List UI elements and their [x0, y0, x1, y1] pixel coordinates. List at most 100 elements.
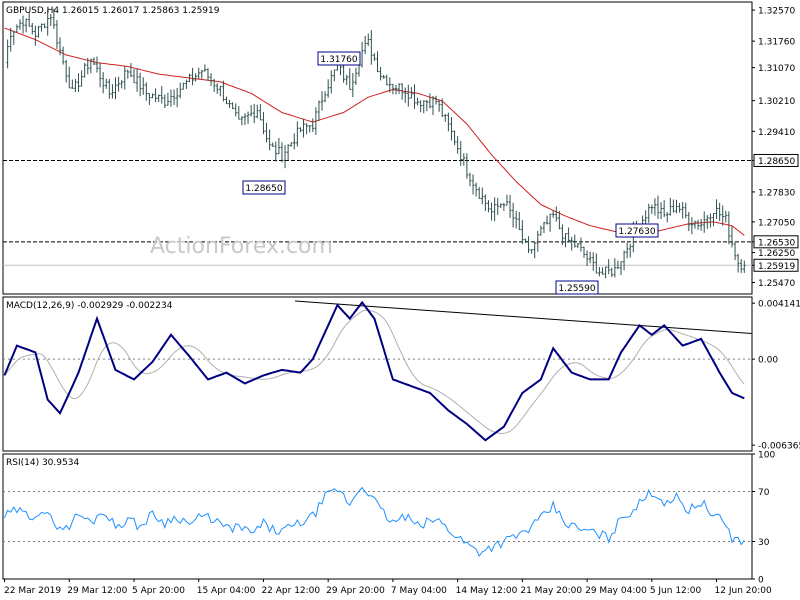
price-bar: [222, 80, 225, 102]
price-bar: [591, 252, 595, 271]
time-axis: 22 Mar 2019 29 Mar 12:00 5 Apr 20:00 15 Apr…: [4, 579, 772, 596]
price-bar: [403, 87, 407, 103]
svg-text:1.27050: 1.27050: [758, 218, 795, 228]
price-bar: [462, 153, 466, 166]
price-bar: [55, 19, 59, 49]
svg-text:5 Jun 12:00: 5 Jun 12:00: [650, 586, 702, 596]
price-bar: [437, 100, 441, 112]
price-bar: [656, 195, 660, 219]
time-axis-label: 5 Apr 20:00: [132, 579, 185, 596]
price-bar: [9, 27, 13, 52]
price-bar: [490, 202, 493, 221]
price-bar: [228, 99, 231, 108]
svg-text:1.31760: 1.31760: [758, 38, 795, 48]
svg-text:12 Jun 20:00: 12 Jun 20:00: [715, 586, 772, 596]
price-bar: [194, 73, 197, 82]
price-bar: [317, 100, 321, 121]
price-bar: [280, 142, 284, 163]
price-bar: [212, 78, 216, 92]
price-bar: [351, 73, 355, 98]
price-bar: [514, 210, 518, 229]
price-bar: [459, 140, 463, 166]
price-bar: [536, 230, 540, 252]
price-bar: [684, 202, 688, 219]
price-bar: [200, 69, 204, 79]
price-panel-title: GBPUSD,H4 1.26015 1.26017 1.25863 1.2591…: [6, 6, 220, 16]
svg-text:7 May 04:00: 7 May 04:00: [391, 586, 447, 596]
price-annotation-label: 1.27630: [618, 227, 655, 237]
price-bar: [296, 121, 299, 147]
time-axis-label: 14 May 12:00: [456, 579, 518, 596]
price-annotation: 1.27630: [615, 223, 659, 238]
price-bar: [721, 205, 725, 226]
time-axis-label: 12 Jun 20:00: [715, 579, 772, 596]
macd-axis-label: 0.004141: [752, 300, 800, 310]
price-bar: [123, 66, 127, 90]
price-bar: [662, 200, 666, 218]
price-bar: [394, 84, 398, 95]
price-bar: [527, 236, 530, 254]
price-bar: [95, 56, 99, 73]
rsi-axis: 100 70 30 0: [752, 451, 775, 586]
price-bar: [477, 186, 481, 200]
price-bar: [185, 79, 188, 89]
price-bar: [348, 68, 352, 90]
price-bar: [413, 84, 416, 109]
price-bar: [416, 97, 419, 106]
price-bar: [262, 111, 265, 135]
price-bar: [730, 226, 734, 248]
svg-text:1.27830: 1.27830: [758, 188, 795, 198]
price-bar: [450, 116, 453, 141]
price-bar: [622, 250, 626, 271]
svg-text:0: 0: [758, 576, 764, 586]
price-annotations: 1.31760 1.28650 1.27630 1.25590: [242, 51, 659, 295]
price-bars: [6, 8, 746, 279]
price-axis-label: 1.31070: [752, 64, 795, 74]
rsi-axis-label: 100: [752, 451, 775, 461]
price-bar: [517, 211, 521, 231]
price-bar: [524, 238, 527, 244]
price-bar: [197, 67, 201, 80]
price-bar: [151, 93, 154, 99]
macd-trendline: [294, 300, 753, 334]
price-annotation-label: 1.31760: [320, 55, 357, 65]
price-annotation: 1.31760: [317, 51, 361, 66]
rsi-line: [4, 486, 745, 557]
price-bar: [77, 73, 80, 92]
price-bar: [354, 67, 358, 85]
price-bar: [727, 211, 731, 245]
price-bar: [114, 77, 117, 100]
price-bar: [607, 259, 610, 275]
price-bar: [480, 187, 484, 205]
price-bar: [570, 236, 573, 251]
price-bar: [647, 203, 651, 223]
price-bar: [595, 253, 598, 274]
price-bar: [582, 246, 586, 258]
price-bar: [672, 199, 675, 213]
price-bar: [681, 201, 684, 219]
price-bar: [456, 136, 459, 154]
price-bar: [453, 130, 456, 146]
price-bar: [521, 220, 524, 245]
price-bar: [558, 210, 561, 230]
price-bar: [265, 122, 268, 143]
price-bar: [699, 218, 703, 231]
rsi-path: [4, 486, 745, 557]
price-bar: [385, 74, 389, 86]
price-axis-label: 1.29410: [752, 128, 795, 138]
rsi-axis-label: 0: [752, 576, 764, 586]
price-bar: [145, 82, 148, 101]
rsi-panel-frame: [2, 453, 753, 580]
price-bar: [545, 215, 549, 225]
price-bar: [182, 82, 185, 90]
price-bar: [628, 243, 632, 258]
price-bar: [715, 199, 718, 219]
price-bar: [18, 19, 22, 30]
time-axis-label: 29 May 04:00: [585, 579, 647, 596]
price-bar: [169, 89, 173, 107]
svg-text:0.00: 0.00: [758, 356, 778, 366]
price-bar: [58, 37, 62, 56]
price-bar: [255, 104, 259, 119]
svg-text:100: 100: [758, 451, 775, 461]
